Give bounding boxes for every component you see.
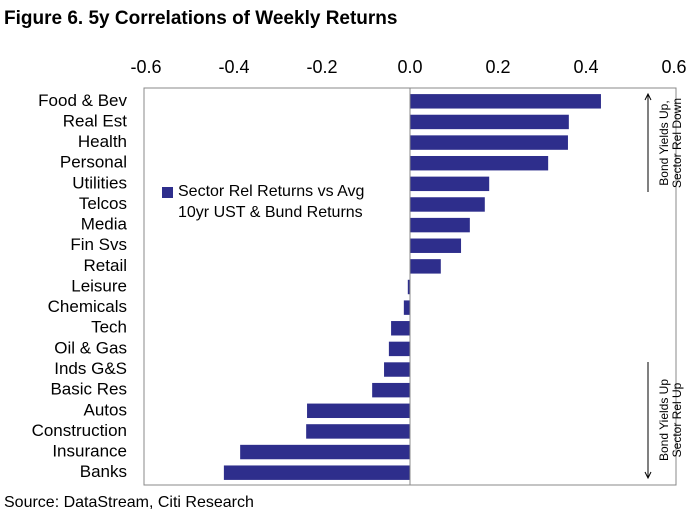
- y-tick-label: Food & Bev: [38, 91, 127, 110]
- bar: [388, 341, 410, 357]
- bar: [391, 321, 410, 336]
- x-tick-label: 0.4: [573, 57, 598, 77]
- x-tick-label: -0.6: [130, 57, 161, 77]
- bar: [384, 362, 410, 377]
- legend-swatch: [162, 187, 173, 198]
- y-tick-label: Oil & Gas: [54, 338, 127, 357]
- y-tick-label: Chemicals: [48, 297, 127, 316]
- x-tick-label: 0.2: [485, 57, 510, 77]
- arrow-head: [644, 471, 652, 480]
- bar: [307, 403, 410, 419]
- bar: [410, 217, 470, 233]
- bar: [410, 135, 568, 150]
- chart-title: Figure 6. 5y Correlations of Weekly Retu…: [4, 8, 397, 29]
- y-tick-label: Basic Res: [50, 380, 127, 399]
- source: Source: DataStream, Citi Research: [4, 494, 254, 511]
- bar: [410, 94, 601, 109]
- y-tick-label: Leisure: [71, 276, 127, 295]
- annotation: Bond Yields Up: [657, 379, 671, 461]
- x-tick-label: 0.0: [397, 57, 422, 77]
- bar: [410, 197, 485, 212]
- legend: Sector Rel Returns vs Avg 10yr UST & Bun…: [178, 183, 365, 221]
- bar: [410, 114, 569, 130]
- y-tick-label: Insurance: [52, 442, 127, 461]
- bar: [223, 465, 410, 480]
- y-tick-label: Telcos: [79, 194, 127, 213]
- bar: [410, 155, 549, 171]
- bar: [372, 382, 410, 398]
- bar: [410, 259, 441, 274]
- y-tick-label: Media: [81, 215, 128, 234]
- y-tick-label: Banks: [80, 462, 127, 481]
- y-tick-label: Retail: [84, 256, 127, 275]
- bar: [306, 424, 410, 439]
- bar: [410, 176, 490, 192]
- y-tick-label: Real Est: [63, 111, 128, 130]
- x-tick-label: 0.6: [661, 57, 686, 77]
- y-tick-label: Tech: [91, 318, 127, 337]
- legend-label: Sector Rel Returns vs Avg 10yr UST & Bun…: [178, 183, 365, 221]
- annotation: Sector Rel Down: [670, 98, 684, 188]
- bar: [403, 300, 410, 315]
- bar: [240, 444, 410, 460]
- y-tick-label: Fin Svs: [70, 235, 127, 254]
- y-tick-label: Autos: [84, 400, 127, 419]
- y-tick-label: Utilities: [72, 173, 127, 192]
- x-tick-label: -0.2: [306, 57, 337, 77]
- bar: [410, 238, 462, 253]
- annotation: Bond Yields Up,: [657, 100, 671, 185]
- arrow-head: [644, 92, 652, 101]
- y-tick-label: Construction: [32, 421, 127, 440]
- bar: [407, 279, 410, 295]
- y-tick-label: Health: [78, 132, 127, 151]
- y-tick-label: Inds G&S: [54, 359, 127, 378]
- annotation: Sector Rel Up: [670, 382, 684, 457]
- y-tick-label: Personal: [60, 153, 127, 172]
- x-tick-label: -0.4: [218, 57, 249, 77]
